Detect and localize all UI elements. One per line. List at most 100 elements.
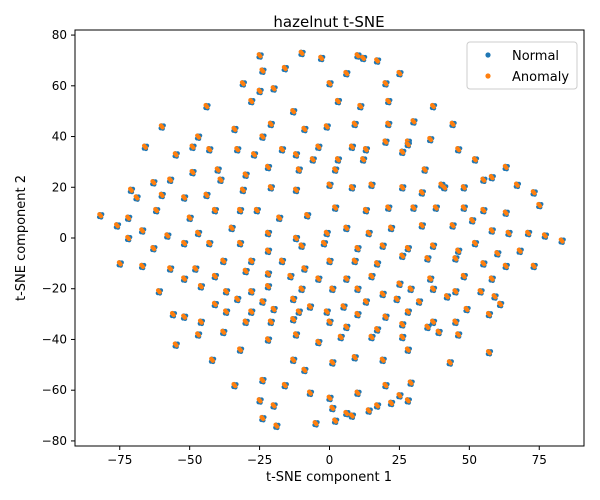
anomaly-point — [252, 153, 257, 158]
anomaly-point — [465, 307, 470, 313]
anomaly-point — [308, 305, 313, 310]
anomaly-point — [322, 241, 327, 247]
anomaly-point — [409, 287, 414, 292]
anomaly-point — [356, 391, 361, 396]
anomaly-point — [154, 208, 160, 214]
anomaly-point — [314, 422, 319, 427]
anomaly-point — [470, 219, 476, 224]
anomaly-point — [417, 300, 422, 305]
x-tick-label: 75 — [532, 453, 547, 467]
anomaly-point — [381, 292, 386, 297]
x-axis: −75 −50 −25 0 25 50 75 — [107, 446, 547, 467]
anomaly-point — [266, 165, 271, 171]
anomaly-point — [331, 361, 336, 366]
anomaly-point — [431, 104, 436, 110]
y-tick-label: 20 — [52, 180, 67, 194]
anomaly-point — [507, 231, 512, 236]
anomaly-point — [482, 262, 487, 267]
anomaly-point — [261, 378, 266, 384]
anomaly-point — [454, 320, 459, 325]
anomaly-point — [308, 391, 313, 396]
anomaly-point — [532, 191, 537, 196]
anomaly-point — [171, 312, 176, 318]
anomaly-point — [345, 325, 350, 330]
anomaly-point — [168, 267, 174, 272]
anomaly-point — [233, 383, 238, 389]
y-axis: −80 −60 −40 −20 0 20 40 60 80 — [42, 28, 75, 448]
anomaly-point — [266, 338, 271, 343]
anomaly-point — [311, 158, 316, 163]
anomaly-point — [98, 214, 104, 219]
anomaly-point — [431, 320, 436, 325]
legend: Normal Anomaly — [466, 41, 578, 90]
anomaly-point — [498, 302, 504, 308]
anomaly-point — [291, 358, 297, 363]
anomaly-point — [157, 290, 162, 295]
anomaly-point — [356, 54, 361, 59]
points-layer — [96, 49, 566, 431]
anomaly-point — [249, 290, 255, 295]
anomaly-point — [353, 356, 358, 361]
anomaly-point — [342, 305, 347, 310]
anomaly-point — [291, 297, 297, 302]
anomaly-point — [291, 110, 297, 115]
anomaly-point — [428, 137, 434, 143]
anomaly-point — [249, 259, 255, 264]
anomaly-point — [345, 226, 350, 231]
anomaly-point — [428, 277, 434, 282]
anomaly-point — [364, 148, 369, 153]
anomaly-point — [456, 148, 462, 153]
anomaly-point — [213, 208, 218, 214]
anomaly-point — [283, 66, 288, 72]
anomaly-point — [160, 125, 165, 130]
anomaly-point — [319, 56, 325, 61]
anomaly-point — [205, 193, 210, 198]
anomaly-point — [235, 148, 241, 153]
anomaly-point — [224, 310, 229, 315]
anomaly-point — [325, 231, 330, 236]
anomaly-point — [241, 82, 246, 87]
anomaly-point — [207, 148, 213, 153]
anomaly-point — [196, 135, 201, 140]
anomaly-point — [454, 290, 459, 295]
anomaly-point — [336, 99, 341, 105]
anomaly-point — [398, 71, 403, 77]
y-axis-label: t-SNE component 2 — [14, 175, 29, 301]
anomaly-point — [305, 214, 311, 219]
anomaly-point — [543, 234, 548, 239]
anomaly-point — [386, 122, 392, 127]
anomaly-point — [426, 325, 431, 330]
anomaly-point — [409, 381, 414, 386]
anomaly-point — [126, 216, 132, 221]
anomaly-point — [490, 175, 495, 181]
anomaly-point — [353, 122, 358, 127]
anomaly-point — [221, 259, 227, 264]
anomaly-point — [400, 186, 406, 191]
anomaly-point — [473, 158, 478, 163]
anomaly-point — [406, 348, 411, 353]
anomaly-point — [423, 168, 428, 173]
anomaly-point — [479, 290, 484, 295]
anomaly-point — [219, 178, 224, 183]
legend-marker-normal — [485, 52, 491, 58]
anomaly-point — [160, 193, 165, 198]
plot-area — [75, 30, 584, 446]
anomaly-point — [398, 394, 403, 399]
anomaly-point — [339, 335, 344, 340]
anomaly-point — [370, 183, 375, 188]
y-tick-label: −20 — [42, 282, 67, 296]
y-tick-label: 60 — [52, 79, 67, 93]
legend-label-normal: Normal — [512, 49, 559, 64]
anomaly-point — [400, 150, 406, 155]
anomaly-point — [297, 310, 302, 315]
anomaly-point — [317, 340, 322, 346]
anomaly-point — [205, 104, 210, 110]
anomaly-point — [375, 262, 380, 267]
anomaly-point — [249, 310, 255, 315]
anomaly-point — [300, 51, 305, 56]
anomaly-point — [487, 312, 492, 318]
anomaly-point — [213, 274, 218, 280]
anomaly-point — [115, 224, 120, 229]
anomaly-point — [361, 56, 367, 61]
anomaly-point — [364, 208, 369, 214]
